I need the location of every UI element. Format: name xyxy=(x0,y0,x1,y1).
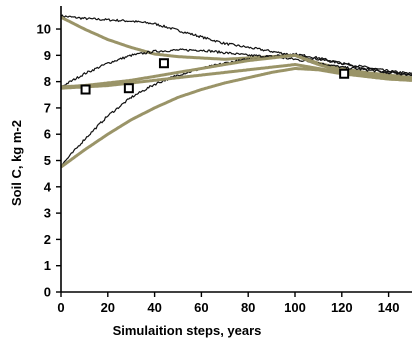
y-tick-label: 1 xyxy=(44,258,51,273)
x-tick-label: 0 xyxy=(57,300,64,315)
x-tick-label: 20 xyxy=(101,300,115,315)
series-line-1 xyxy=(60,14,412,75)
x-tick-label: 140 xyxy=(378,300,400,315)
y-tick-label: 6 xyxy=(44,127,51,142)
y-tick-label: 3 xyxy=(44,206,51,221)
y-tick-label: 8 xyxy=(44,74,51,89)
series-line-4 xyxy=(60,52,412,168)
square-marker-3 xyxy=(158,58,169,69)
series-line-2 xyxy=(60,15,412,80)
square-marker-4 xyxy=(339,68,350,79)
x-tick-label: 40 xyxy=(147,300,161,315)
x-axis-label: Simulaition steps, years xyxy=(113,323,262,338)
series-layer xyxy=(60,14,412,169)
x-tick-label: 100 xyxy=(284,300,306,315)
square-marker-2 xyxy=(123,83,134,94)
y-tick-label: 5 xyxy=(44,153,51,168)
y-tick-label: 4 xyxy=(44,179,52,194)
series-line-7 xyxy=(60,67,412,169)
y-tick-label: 0 xyxy=(44,285,51,300)
y-tick-label: 9 xyxy=(44,48,51,63)
y-tick-label: 10 xyxy=(37,22,51,37)
x-tick-label: 80 xyxy=(241,300,255,315)
y-axis-label: Soil C, kg m-2 xyxy=(9,120,24,206)
marker-layer xyxy=(80,58,350,95)
x-tick-label: 60 xyxy=(194,300,208,315)
y-tick-label: 2 xyxy=(44,232,51,247)
y-tick-label: 7 xyxy=(44,100,51,115)
x-tick-label: 120 xyxy=(331,300,353,315)
square-marker-1 xyxy=(80,84,91,95)
